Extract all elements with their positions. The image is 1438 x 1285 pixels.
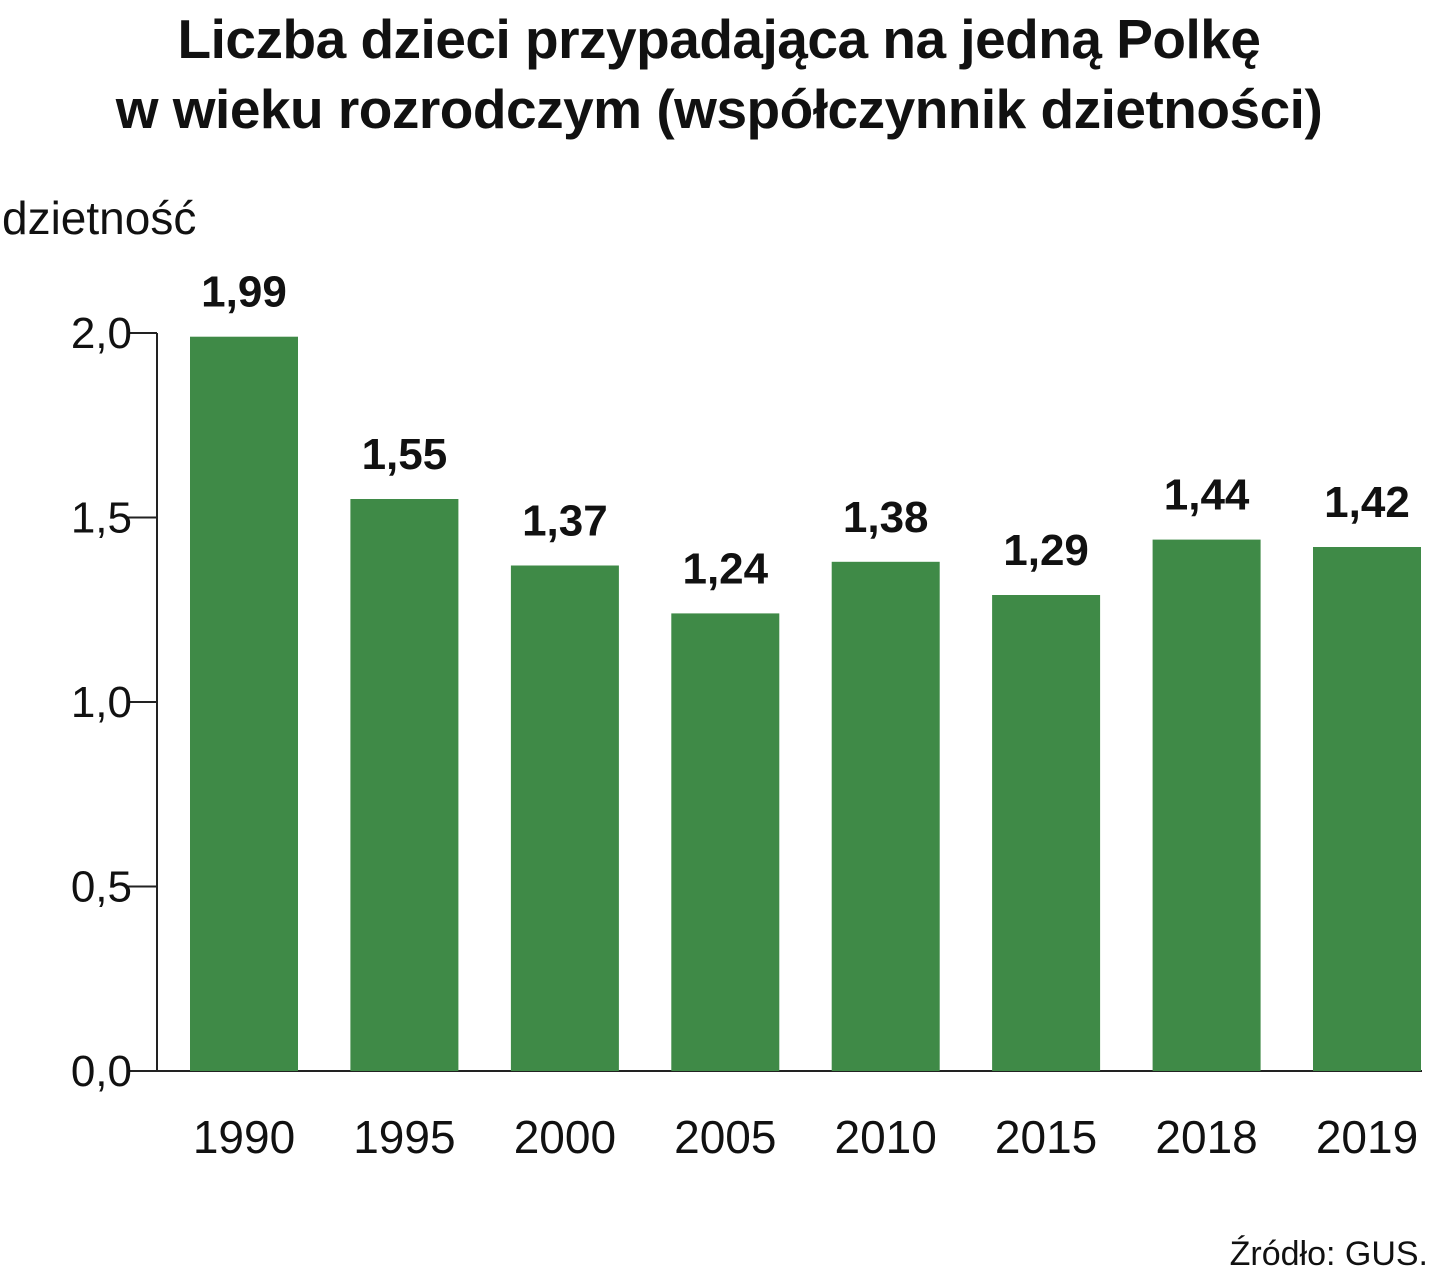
data-label: 1,29 [1003,526,1089,575]
chart-title-line-1: Liczba dzieci przypadająca na jedną Polk… [177,8,1261,70]
x-tick-label: 1990 [193,1111,295,1163]
y-tick-label: 0,5 [71,863,132,912]
chart-title-line-2: w wieku rozrodczym (współczynnik dzietno… [115,78,1323,140]
data-label: 1,44 [1164,471,1250,520]
source-note: Źródło: GUS. [1229,1235,1428,1273]
y-tick-label: 0,0 [71,1047,132,1096]
bar [190,336,298,1071]
x-tick-label: 2015 [995,1111,1097,1163]
x-tick-label: 2005 [674,1111,776,1163]
x-tick-label: 2000 [514,1111,616,1163]
y-axis-label: dzietność [2,192,197,244]
data-label: 1,55 [362,430,448,479]
data-label: 1,24 [682,544,768,593]
data-label: 1,99 [201,268,287,317]
bar [1152,539,1261,1071]
x-tick-label: 2010 [835,1111,937,1163]
y-tick-label: 1,5 [71,494,132,543]
bar [671,613,780,1071]
data-label: 1,42 [1324,478,1410,527]
bar [831,561,940,1071]
data-label: 1,37 [522,497,608,546]
bar [350,499,459,1071]
x-tick-label: 1995 [353,1111,455,1163]
bar [1313,547,1421,1071]
x-tick-label: 2018 [1155,1111,1257,1163]
x-tick-label: 2019 [1316,1111,1418,1163]
bar [510,565,619,1071]
data-label: 1,38 [843,493,929,542]
chart-title: Liczba dzieci przypadająca na jedną Polk… [0,4,1438,144]
bar [992,595,1101,1071]
y-tick-label: 2,0 [71,309,132,358]
y-tick-label: 1,0 [71,678,132,727]
